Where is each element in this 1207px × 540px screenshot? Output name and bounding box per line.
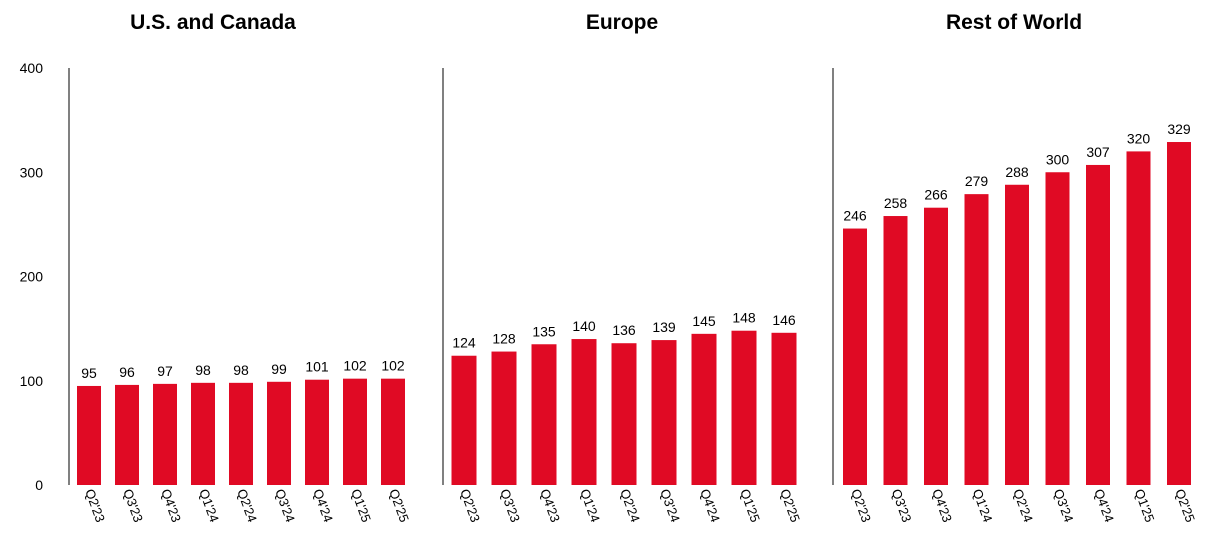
data-label: 246 — [843, 208, 867, 224]
data-label: 258 — [884, 195, 908, 211]
x-tick-label: Q2'24 — [617, 487, 643, 524]
bar — [305, 379, 329, 485]
x-tick-label: Q3'23 — [497, 487, 523, 524]
x-tick-label: Q1'24 — [196, 487, 222, 524]
x-tick-label: Q2'25 — [386, 487, 412, 524]
data-label: 101 — [305, 359, 329, 375]
bar — [343, 378, 367, 485]
x-tick-label: Q2'24 — [1010, 487, 1036, 524]
data-label: 139 — [652, 319, 676, 335]
data-label: 320 — [1127, 130, 1151, 146]
y-tick-label: 200 — [20, 269, 44, 285]
data-label: 288 — [1005, 164, 1029, 180]
data-label: 146 — [772, 312, 796, 328]
x-tick-label: Q1'25 — [1132, 487, 1158, 524]
bar — [731, 330, 757, 485]
x-tick-label: Q2'23 — [82, 487, 108, 524]
data-label: 307 — [1086, 144, 1110, 160]
data-label: 135 — [532, 323, 556, 339]
y-tick-label: 400 — [20, 60, 44, 76]
bar — [883, 216, 908, 485]
bar — [611, 343, 637, 485]
data-label: 98 — [233, 362, 249, 378]
y-tick-label: 0 — [35, 477, 43, 493]
x-tick-label: Q2'23 — [457, 487, 483, 524]
data-label: 148 — [732, 310, 756, 326]
x-tick-label: Q1'24 — [577, 487, 603, 524]
bar — [451, 355, 477, 485]
bar — [651, 340, 677, 485]
data-label: 102 — [381, 358, 405, 374]
data-label: 99 — [271, 361, 287, 377]
x-tick-label: Q4'24 — [697, 487, 723, 524]
data-label: 124 — [452, 335, 476, 351]
data-label: 329 — [1167, 121, 1191, 137]
data-label: 102 — [343, 358, 367, 374]
bar — [771, 332, 797, 485]
x-tick-label: Q3'23 — [889, 487, 915, 524]
data-label: 140 — [572, 318, 596, 334]
y-tick-label: 300 — [20, 164, 44, 180]
x-tick-label: Q4'23 — [158, 487, 184, 524]
x-tick-label: Q3'24 — [657, 487, 683, 524]
bar — [1045, 172, 1070, 485]
x-tick-label: Q2'25 — [1172, 487, 1198, 524]
data-label: 279 — [965, 173, 989, 189]
x-tick-label: Q4'24 — [310, 487, 336, 524]
chart-title: Europe — [586, 11, 658, 34]
data-label: 266 — [924, 187, 948, 203]
chart-title: U.S. and Canada — [130, 11, 296, 34]
data-label: 98 — [195, 362, 211, 378]
y-tick-label: 100 — [20, 373, 44, 389]
bar — [1086, 164, 1110, 485]
x-tick-label: Q3'24 — [1051, 487, 1077, 524]
bar — [153, 383, 177, 485]
data-label: 145 — [692, 313, 716, 329]
x-tick-label: Q1'25 — [348, 487, 374, 524]
bar — [191, 382, 215, 485]
bar — [115, 384, 139, 485]
data-label: 97 — [157, 363, 173, 379]
bar — [1005, 184, 1029, 485]
bar — [77, 385, 101, 485]
bar — [691, 333, 717, 485]
x-tick-label: Q3'24 — [272, 487, 298, 524]
bar — [531, 344, 557, 485]
bar — [843, 228, 867, 486]
bar — [1126, 151, 1151, 485]
bar — [491, 351, 517, 485]
x-tick-label: Q3'23 — [120, 487, 146, 524]
bar — [924, 207, 948, 485]
data-label: 300 — [1046, 151, 1070, 167]
bar — [267, 381, 291, 485]
data-label: 136 — [612, 322, 636, 338]
x-tick-label: Q4'24 — [1091, 487, 1117, 524]
data-label: 96 — [119, 364, 135, 380]
bar — [381, 378, 405, 485]
data-label: 95 — [81, 365, 97, 381]
chart-title: Rest of World — [946, 11, 1082, 34]
data-label: 128 — [492, 331, 516, 347]
x-tick-label: Q4'23 — [537, 487, 563, 524]
x-tick-label: Q2'25 — [777, 487, 803, 524]
x-tick-label: Q2'23 — [848, 487, 874, 524]
bar — [571, 339, 597, 485]
x-tick-label: Q1'25 — [737, 487, 763, 524]
x-tick-label: Q4'23 — [929, 487, 955, 524]
bar — [964, 194, 989, 485]
bar — [229, 382, 253, 485]
x-tick-label: Q1'24 — [970, 487, 996, 524]
x-tick-label: Q2'24 — [234, 487, 260, 524]
bar — [1167, 142, 1191, 485]
